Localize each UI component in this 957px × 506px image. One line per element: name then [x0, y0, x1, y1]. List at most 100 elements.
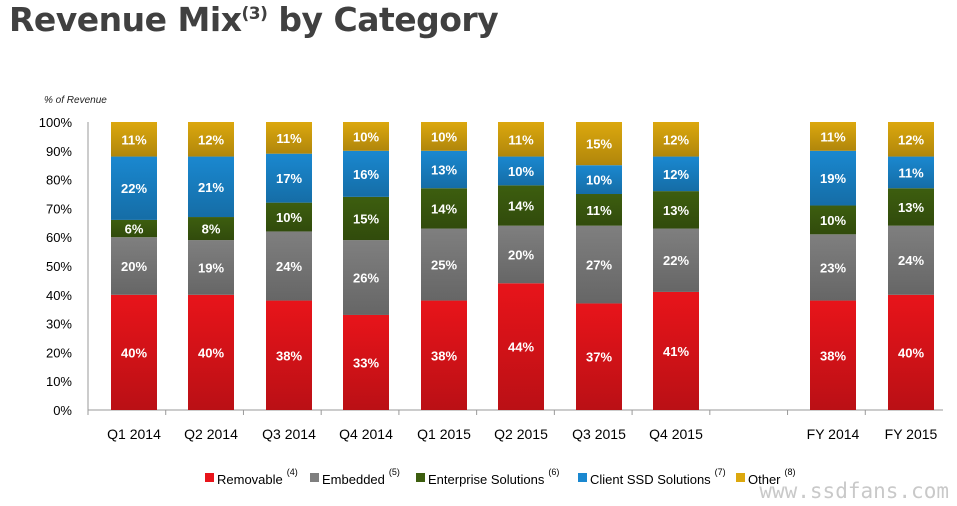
- bar-data-label: 40%: [121, 345, 147, 360]
- bar-data-label: 22%: [663, 253, 689, 268]
- x-tick-label: Q2 2015: [494, 426, 548, 442]
- bar-segment: [111, 156, 157, 220]
- legend-swatch: [205, 473, 214, 482]
- legend-swatch: [416, 473, 425, 482]
- bar-data-label: 13%: [898, 200, 924, 215]
- bar-data-label: 38%: [431, 348, 457, 363]
- legend-footnote: (5): [389, 467, 400, 477]
- legend-footnote: (8): [785, 467, 796, 477]
- bar-segment: [111, 294, 157, 410]
- bar-data-label: 33%: [353, 355, 379, 370]
- bar-segment: [810, 122, 856, 151]
- y-tick-label: 40%: [46, 288, 72, 303]
- bar-segment: [888, 188, 934, 226]
- bar-data-label: 10%: [431, 129, 457, 144]
- bar-segment: [343, 314, 389, 410]
- bar-data-label: 13%: [431, 163, 457, 178]
- bar-data-label: 41%: [663, 344, 689, 359]
- bar-segment: [421, 228, 467, 301]
- bar-segment: [498, 185, 544, 226]
- bar-data-label: 27%: [586, 258, 612, 273]
- bar-segment: [421, 150, 467, 189]
- bar-segment: [188, 217, 234, 241]
- bar-segment: [888, 156, 934, 189]
- bar-data-label: 12%: [898, 132, 924, 147]
- bar-data-label: 20%: [121, 259, 147, 274]
- bar-data-label: 19%: [198, 260, 224, 275]
- legend-label: Enterprise Solutions: [428, 472, 545, 487]
- x-tick-label: Q4 2014: [339, 426, 393, 442]
- bar-segment: [343, 122, 389, 151]
- bar-data-label: 24%: [276, 259, 302, 274]
- legend-label: Removable: [217, 472, 283, 487]
- bar-data-label: 14%: [508, 199, 534, 214]
- bar-segment: [188, 240, 234, 295]
- bar-segment: [576, 122, 622, 166]
- bar-segment: [343, 150, 389, 197]
- legend-footnote: (6): [548, 467, 559, 477]
- bar-data-label: 26%: [353, 271, 379, 286]
- bar-segment: [266, 231, 312, 301]
- y-tick-label: 50%: [46, 259, 72, 274]
- x-tick-label: Q3 2015: [572, 426, 626, 442]
- legend-swatch: [310, 473, 319, 482]
- bar-data-label: 11%: [820, 129, 846, 144]
- bar-segment: [888, 294, 934, 410]
- bar-data-label: 10%: [586, 173, 612, 188]
- bar-data-label: 15%: [586, 137, 612, 152]
- x-tick-label: Q2 2014: [184, 426, 238, 442]
- bar-segment: [421, 122, 467, 151]
- bar-segment: [343, 240, 389, 315]
- bar-segment: [653, 156, 699, 192]
- bar-data-label: 11%: [508, 132, 534, 147]
- bar-data-label: 14%: [431, 201, 457, 216]
- bar-data-label: 10%: [820, 213, 846, 228]
- y-tick-label: 90%: [46, 144, 72, 159]
- y-tick-label: 10%: [46, 374, 72, 389]
- bar-segment: [576, 194, 622, 226]
- x-tick-label: FY 2015: [885, 426, 938, 442]
- bar-data-label: 12%: [663, 167, 689, 182]
- bar-segment: [576, 303, 622, 410]
- legend-footnote: (7): [715, 467, 726, 477]
- bar-data-label: 25%: [431, 258, 457, 273]
- bar-data-label: 10%: [276, 210, 302, 225]
- bar-data-label: 11%: [898, 165, 924, 180]
- bar-data-label: 40%: [898, 345, 924, 360]
- bar-segment: [421, 300, 467, 410]
- bar-data-label: 13%: [663, 203, 689, 218]
- bar-segment: [188, 156, 234, 218]
- bar-segment: [421, 188, 467, 229]
- legend-swatch: [578, 473, 587, 482]
- bar-segment: [266, 202, 312, 232]
- y-tick-label: 60%: [46, 230, 72, 245]
- bar-data-label: 38%: [276, 348, 302, 363]
- bar-segment: [188, 294, 234, 410]
- x-tick-label: Q3 2014: [262, 426, 316, 442]
- bar-data-label: 12%: [198, 132, 224, 147]
- bar-data-label: 38%: [820, 348, 846, 363]
- bar-segment: [343, 196, 389, 241]
- bar-segment: [498, 156, 544, 186]
- bar-data-label: 11%: [276, 131, 302, 146]
- bar-data-label: 12%: [663, 132, 689, 147]
- bar-segment: [266, 122, 312, 154]
- legend-label: Client SSD Solutions: [590, 472, 711, 487]
- y-tick-label: 70%: [46, 201, 72, 216]
- bar-segment: [266, 300, 312, 410]
- x-tick-label: Q4 2015: [649, 426, 703, 442]
- bar-data-label: 19%: [820, 171, 846, 186]
- bar-segment: [111, 237, 157, 295]
- bar-data-label: 10%: [353, 129, 379, 144]
- bar-segment: [498, 122, 544, 157]
- title-footnote: (3): [241, 4, 268, 24]
- bar-segment: [810, 300, 856, 410]
- bar-data-label: 44%: [508, 340, 534, 355]
- y-tick-label: 30%: [46, 317, 72, 332]
- y-tick-label: 20%: [46, 345, 72, 360]
- bar-segment: [810, 234, 856, 301]
- bar-data-label: 11%: [586, 203, 612, 218]
- y-tick-label: 0%: [53, 403, 72, 418]
- legend-footnote: (4): [287, 467, 298, 477]
